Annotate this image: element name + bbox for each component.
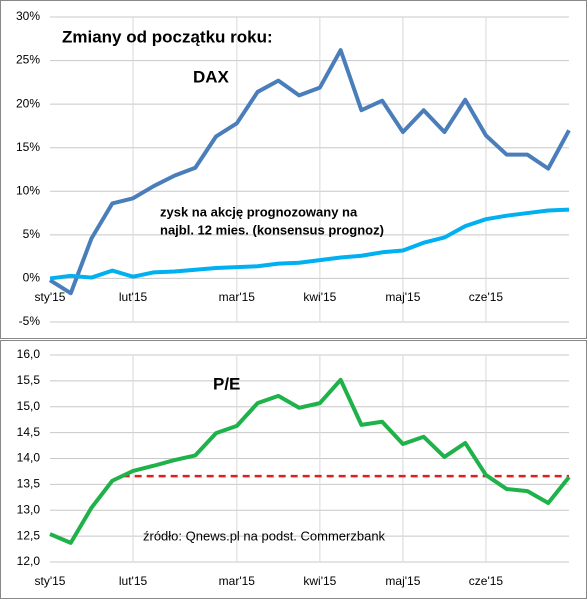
x-tick-label: maj'15 <box>385 574 420 588</box>
data-line <box>49 207 570 281</box>
x-tick-label: kwi'15 <box>303 574 336 588</box>
y-tick-label: 15,5 <box>17 373 41 387</box>
x-tick-label: cze'15 <box>469 574 504 588</box>
y-tick-label: 14,0 <box>17 451 41 465</box>
panel-frame <box>0 340 587 599</box>
x-tick-label: mar'15 <box>219 574 256 588</box>
annotation: zysk na akcję prognozowany na <box>160 204 358 219</box>
plot-layer: -5% 0% 5% 10% 15% 20% 25% 30% sty'15 lut'15 mar'15… <box>16 9 571 588</box>
y-tick-label: 12,5 <box>17 528 41 542</box>
chart-title: Zmiany od początku roku: <box>62 27 273 46</box>
panel-frame <box>0 0 587 339</box>
x-tick-label: mar'15 <box>219 290 256 304</box>
y-tick-label: 20% <box>16 96 40 110</box>
annotation: najbl. 12 mies. (konsensus prognoz) <box>160 222 384 237</box>
y-tick-label: 16,0 <box>17 347 41 361</box>
y-tick-label: 10% <box>16 183 40 197</box>
x-tick-label: sty'15 <box>35 290 66 304</box>
x-tick-label: kwi'15 <box>303 290 336 304</box>
y-tick-label: 12,0 <box>17 554 41 568</box>
y-tick-label: 30% <box>16 9 40 23</box>
x-tick-label: sty'15 <box>35 574 66 588</box>
data-line <box>49 377 571 545</box>
y-tick-label: 0% <box>23 271 41 285</box>
y-tick-label: 13,0 <box>17 502 41 516</box>
series-label: DAX <box>193 67 230 86</box>
x-tick-label: lut'15 <box>119 574 148 588</box>
annotation: źródło: Qnews.pl na podst. Commerzbank <box>143 528 386 543</box>
y-tick-label: 13,5 <box>17 477 41 491</box>
x-tick-label: maj'15 <box>385 290 420 304</box>
x-tick-label: cze'15 <box>469 290 504 304</box>
y-tick-label: 5% <box>23 227 41 241</box>
chart-title: P/E <box>213 374 240 393</box>
x-tick-label: lut'15 <box>119 290 148 304</box>
data-line <box>48 48 571 296</box>
y-tick-label: 15,0 <box>17 399 41 413</box>
y-tick-label: 14,5 <box>17 425 41 439</box>
y-tick-label: -5% <box>19 314 41 328</box>
y-tick-label: 25% <box>16 53 40 67</box>
y-tick-label: 15% <box>16 140 40 154</box>
